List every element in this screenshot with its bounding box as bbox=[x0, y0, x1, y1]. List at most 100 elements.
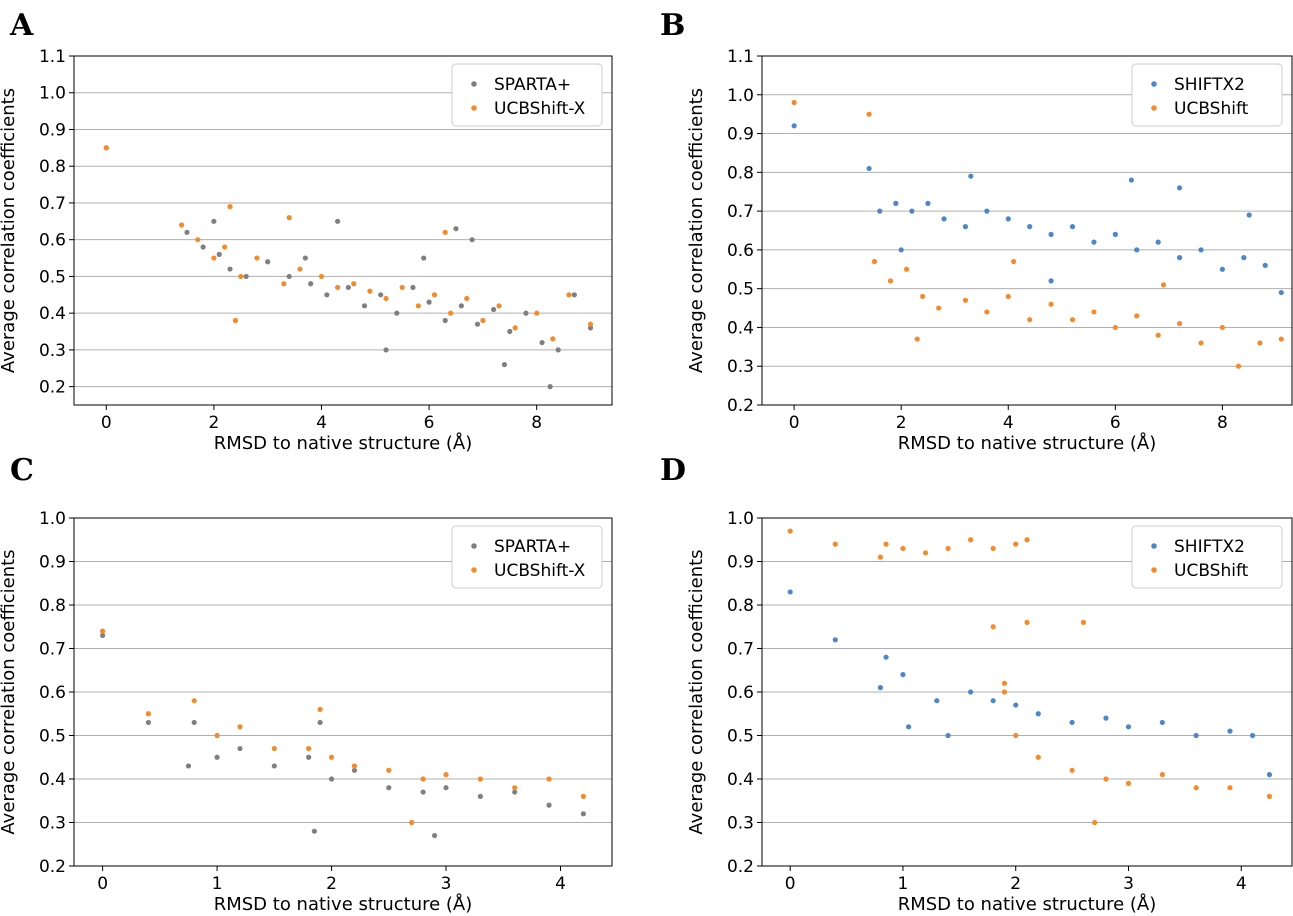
data-point bbox=[491, 306, 497, 313]
legend-marker bbox=[1151, 81, 1157, 87]
data-point bbox=[1001, 680, 1008, 686]
y-tick-label: 0.3 bbox=[39, 341, 66, 361]
y-tick-label: 0.9 bbox=[39, 553, 66, 573]
plot-frame bbox=[73, 55, 613, 406]
y-tick-label: 0.4 bbox=[727, 770, 754, 790]
legend-label: UCBShift-X bbox=[494, 99, 586, 119]
x-tick-label: 4 bbox=[1236, 874, 1247, 894]
data-point bbox=[237, 745, 243, 752]
data-point bbox=[383, 347, 389, 353]
data-point bbox=[571, 292, 577, 298]
data-point bbox=[587, 325, 594, 331]
data-point bbox=[1241, 255, 1247, 261]
data-point bbox=[922, 550, 929, 556]
data-point bbox=[448, 310, 454, 316]
data-point bbox=[211, 218, 217, 224]
data-point bbox=[580, 811, 586, 817]
data-point bbox=[1103, 715, 1109, 721]
data-point bbox=[1125, 780, 1132, 786]
data-point bbox=[302, 255, 308, 261]
data-point bbox=[443, 785, 449, 791]
data-point bbox=[399, 284, 405, 291]
data-point bbox=[306, 754, 312, 760]
data-point bbox=[898, 247, 904, 253]
data-point bbox=[474, 321, 481, 327]
data-point bbox=[1176, 320, 1183, 327]
legend-marker bbox=[471, 105, 477, 111]
data-point bbox=[587, 321, 594, 327]
data-point bbox=[1219, 266, 1226, 272]
data-point bbox=[420, 776, 426, 782]
y-axis-label: Average correlation coefficients bbox=[686, 88, 707, 373]
legend-marker bbox=[1151, 567, 1157, 573]
data-point bbox=[410, 284, 416, 291]
data-point bbox=[232, 317, 238, 324]
legend-label: SPARTA+ bbox=[494, 537, 571, 557]
data-point bbox=[1001, 689, 1008, 695]
panel-c-chart: 0.2 0.3 0.4 0.5 0.6 0.7 0.8 0.9 1.0 0 1 2 3 4 RMSD to … bbox=[0, 509, 613, 915]
legend-box bbox=[1131, 525, 1283, 589]
x-tick-label: 4 bbox=[316, 413, 327, 433]
x-axis-label: RMSD to native structure (Å) bbox=[214, 432, 473, 454]
y-tick-label: 0.4 bbox=[39, 770, 66, 790]
data-point bbox=[191, 698, 197, 704]
data-point bbox=[512, 325, 518, 331]
data-point bbox=[871, 258, 878, 265]
legend-label: SHIFTX2 bbox=[1174, 75, 1245, 95]
y-tick-label: 0.2 bbox=[727, 396, 754, 416]
data-point bbox=[566, 292, 572, 298]
data-point bbox=[945, 732, 951, 739]
data-point bbox=[791, 99, 797, 106]
data-point bbox=[415, 303, 421, 309]
data-point bbox=[900, 672, 906, 678]
legend-marker bbox=[471, 567, 477, 573]
data-point bbox=[962, 297, 969, 303]
x-tick-label: 8 bbox=[531, 413, 542, 433]
data-point bbox=[547, 384, 553, 390]
data-point bbox=[216, 251, 222, 257]
data-point bbox=[100, 632, 106, 639]
data-point bbox=[477, 776, 483, 782]
panel-b-chart: 0.2 0.3 0.4 0.5 0.6 0.7 0.8 0.9 1.0 1.1 0 2 4 6 8 RMSD … bbox=[686, 47, 1293, 454]
data-point bbox=[1069, 767, 1075, 773]
y-tick-label: 0.6 bbox=[39, 231, 66, 251]
data-point bbox=[1069, 719, 1075, 726]
data-point bbox=[887, 278, 894, 284]
data-point bbox=[214, 732, 220, 739]
data-point bbox=[1125, 724, 1132, 730]
y-tick-label: 0.9 bbox=[727, 125, 754, 145]
y-tick-label: 0.8 bbox=[727, 596, 754, 616]
x-tick-label: 0 bbox=[785, 874, 796, 894]
data-point bbox=[237, 724, 243, 730]
data-point bbox=[1278, 336, 1284, 342]
y-tick-label: 0.6 bbox=[727, 241, 754, 261]
y-tick-label: 0.3 bbox=[727, 357, 754, 377]
data-point bbox=[909, 208, 915, 214]
y-tick-label: 0.9 bbox=[727, 553, 754, 573]
data-point bbox=[442, 317, 448, 324]
data-point bbox=[211, 255, 217, 261]
data-point bbox=[227, 204, 233, 210]
data-point bbox=[386, 785, 392, 791]
y-tick-label: 0.3 bbox=[727, 814, 754, 834]
data-point bbox=[1013, 732, 1019, 739]
data-point bbox=[317, 719, 323, 726]
plot-frame bbox=[761, 55, 1293, 406]
data-point bbox=[883, 654, 889, 660]
data-point bbox=[1011, 258, 1017, 265]
y-tick-label: 0.2 bbox=[39, 378, 66, 398]
data-point bbox=[877, 208, 883, 214]
y-tick-label: 0.5 bbox=[39, 727, 66, 747]
data-point bbox=[550, 336, 556, 342]
x-tick-label: 0 bbox=[789, 413, 800, 433]
panel-c-letter: C bbox=[10, 453, 34, 488]
y-axis-label: Average correlation coefficients bbox=[0, 549, 19, 834]
panel-a-letter: A bbox=[10, 8, 34, 43]
data-point bbox=[1048, 278, 1054, 284]
y-tick-label: 0.8 bbox=[39, 157, 66, 177]
y-axis-label: Average correlation coefficients bbox=[686, 549, 707, 834]
data-point bbox=[893, 200, 899, 206]
x-tick-label: 0 bbox=[101, 413, 112, 433]
y-tick-label: 0.8 bbox=[727, 163, 754, 183]
data-point bbox=[1266, 793, 1273, 799]
